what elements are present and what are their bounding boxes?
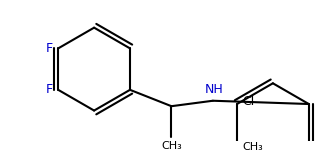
- Text: F: F: [46, 42, 53, 55]
- Text: F: F: [46, 83, 53, 96]
- Text: CH₃: CH₃: [161, 141, 182, 151]
- Text: Cl: Cl: [243, 95, 255, 108]
- Text: CH₃: CH₃: [243, 141, 263, 151]
- Text: NH: NH: [205, 83, 223, 96]
